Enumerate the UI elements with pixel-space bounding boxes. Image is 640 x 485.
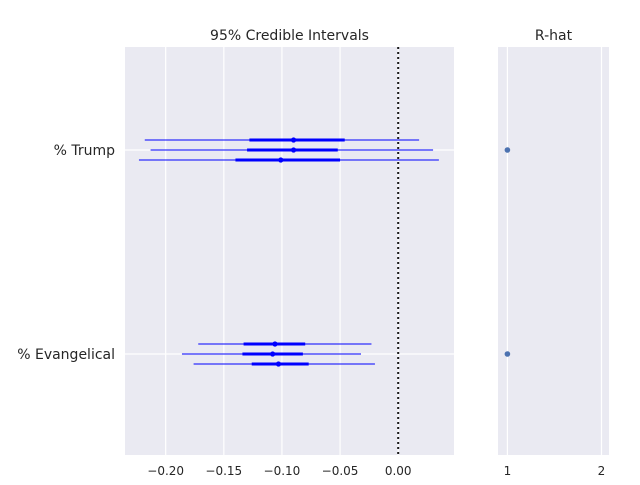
parameter-label-0: % Trump: [54, 143, 116, 159]
intervals-xtick-label-4: 0.00: [385, 464, 412, 478]
rhat-point-0: [504, 147, 511, 153]
parameter-label-1: % Evangelical: [17, 347, 115, 363]
mean-point-g0-c1: [290, 147, 297, 153]
intervals-xtick-label-3: −0.05: [322, 464, 359, 478]
rhat-point-1: [504, 351, 511, 357]
rhat-title: R-hat: [535, 28, 573, 44]
mean-point-g1-c0: [272, 341, 278, 347]
mean-point-g0-c2: [278, 157, 284, 163]
parameter-labels: % Trump % Evangelical: [17, 143, 115, 363]
mean-point-g1-c2: [275, 361, 282, 367]
intervals-xtick-label-0: −0.20: [147, 464, 184, 478]
mean-point-g0-c0: [290, 137, 297, 143]
intervals-xtick-label-2: −0.10: [264, 464, 301, 478]
intervals-x-tick-labels: −0.20 −0.15 −0.10 −0.05 0.00: [147, 464, 411, 478]
interval-marks: [138, 137, 439, 367]
intervals-panel: −0.20 −0.15 −0.10 −0.05 0.00 % Trump % Evange…: [17, 28, 454, 478]
intervals-title: 95% Credible Intervals: [210, 28, 369, 44]
rhat-gridlines: [506, 47, 603, 455]
rhat-xtick-label-1: 2: [598, 464, 606, 478]
rhat-points: [504, 147, 511, 357]
rhat-xtick-label-0: 1: [504, 464, 512, 478]
rhat-plot-background: [498, 47, 609, 455]
intervals-xtick-label-1: −0.15: [205, 464, 242, 478]
mean-point-g1-c1: [270, 351, 276, 357]
intervals-plot-background: [125, 47, 454, 455]
